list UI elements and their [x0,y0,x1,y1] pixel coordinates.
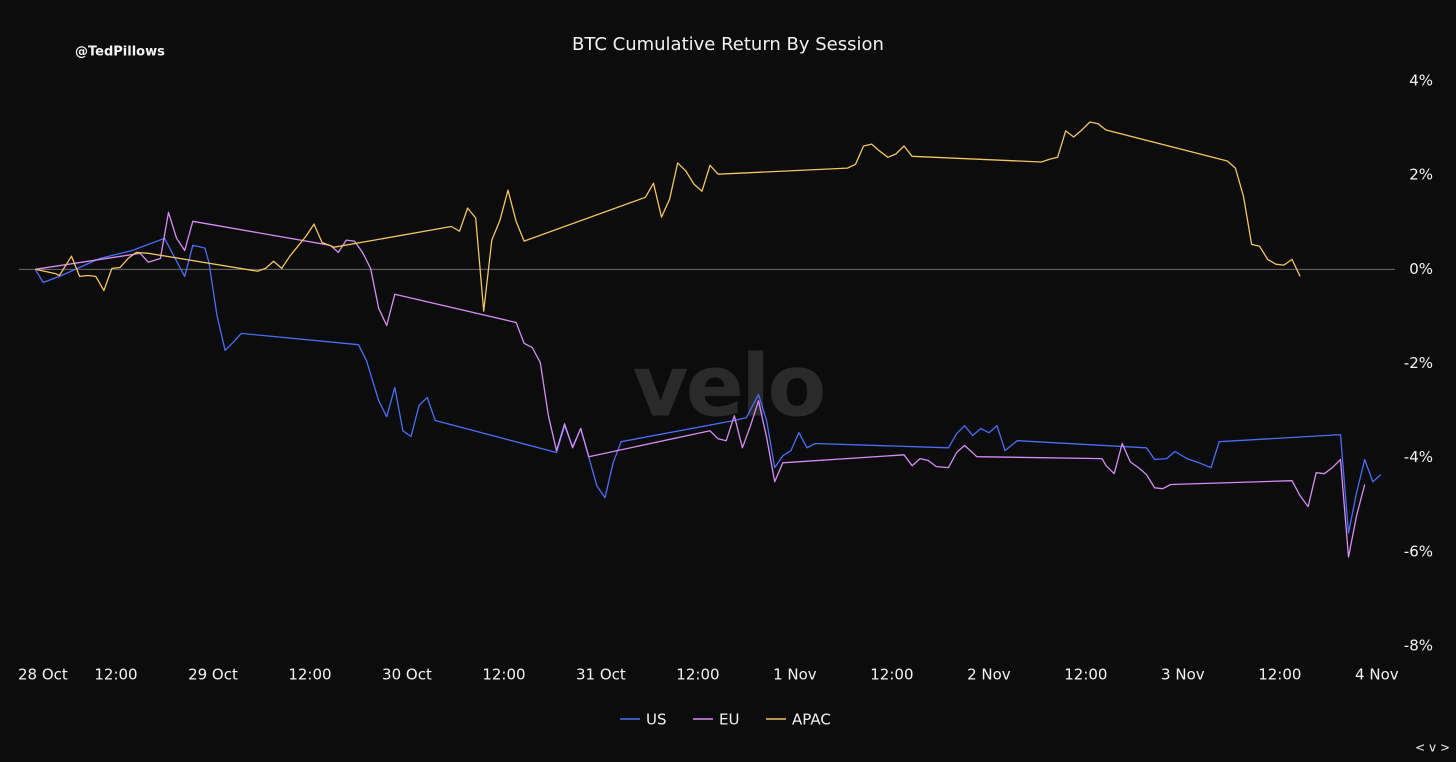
chart-title: BTC Cumulative Return By Session [572,34,884,55]
y-tick-label: -2% [1404,354,1433,372]
x-tick-label: 4 Nov [1355,666,1399,684]
y-tick-label: 2% [1409,166,1433,184]
legend-label: APAC [792,711,831,729]
y-tick-label: -8% [1404,637,1433,655]
x-tick-label: 2 Nov [967,666,1011,684]
x-tick-label: 1 Nov [773,666,817,684]
x-tick-label: 12:00 [676,666,719,684]
series-line [34,237,1382,534]
series-line [35,211,1366,558]
legend-label: EU [719,711,739,729]
corner-label: < v > [1415,741,1450,755]
legend-label: US [646,711,667,729]
y-tick-label: 4% [1409,72,1433,90]
y-tick-label: 0% [1409,260,1433,278]
y-tick-label: -6% [1404,542,1433,560]
attribution: @TedPillows [75,45,165,60]
x-tick-label: 30 Oct [382,666,432,684]
x-tick-label: 12:00 [288,666,331,684]
x-tick-label: 29 Oct [188,666,238,684]
x-tick-label: 12:00 [870,666,913,684]
x-tick-label: 28 Oct [18,666,68,684]
watermark: velo [633,336,824,436]
y-tick-label: -4% [1404,448,1433,466]
x-tick-label: 3 Nov [1161,666,1205,684]
x-tick-label: 12:00 [1258,666,1301,684]
x-tick-label: 12:00 [94,666,137,684]
x-tick-label: 31 Oct [576,666,626,684]
x-tick-label: 12:00 [482,666,525,684]
x-tick-label: 12:00 [1064,666,1107,684]
series-line [35,121,1301,312]
